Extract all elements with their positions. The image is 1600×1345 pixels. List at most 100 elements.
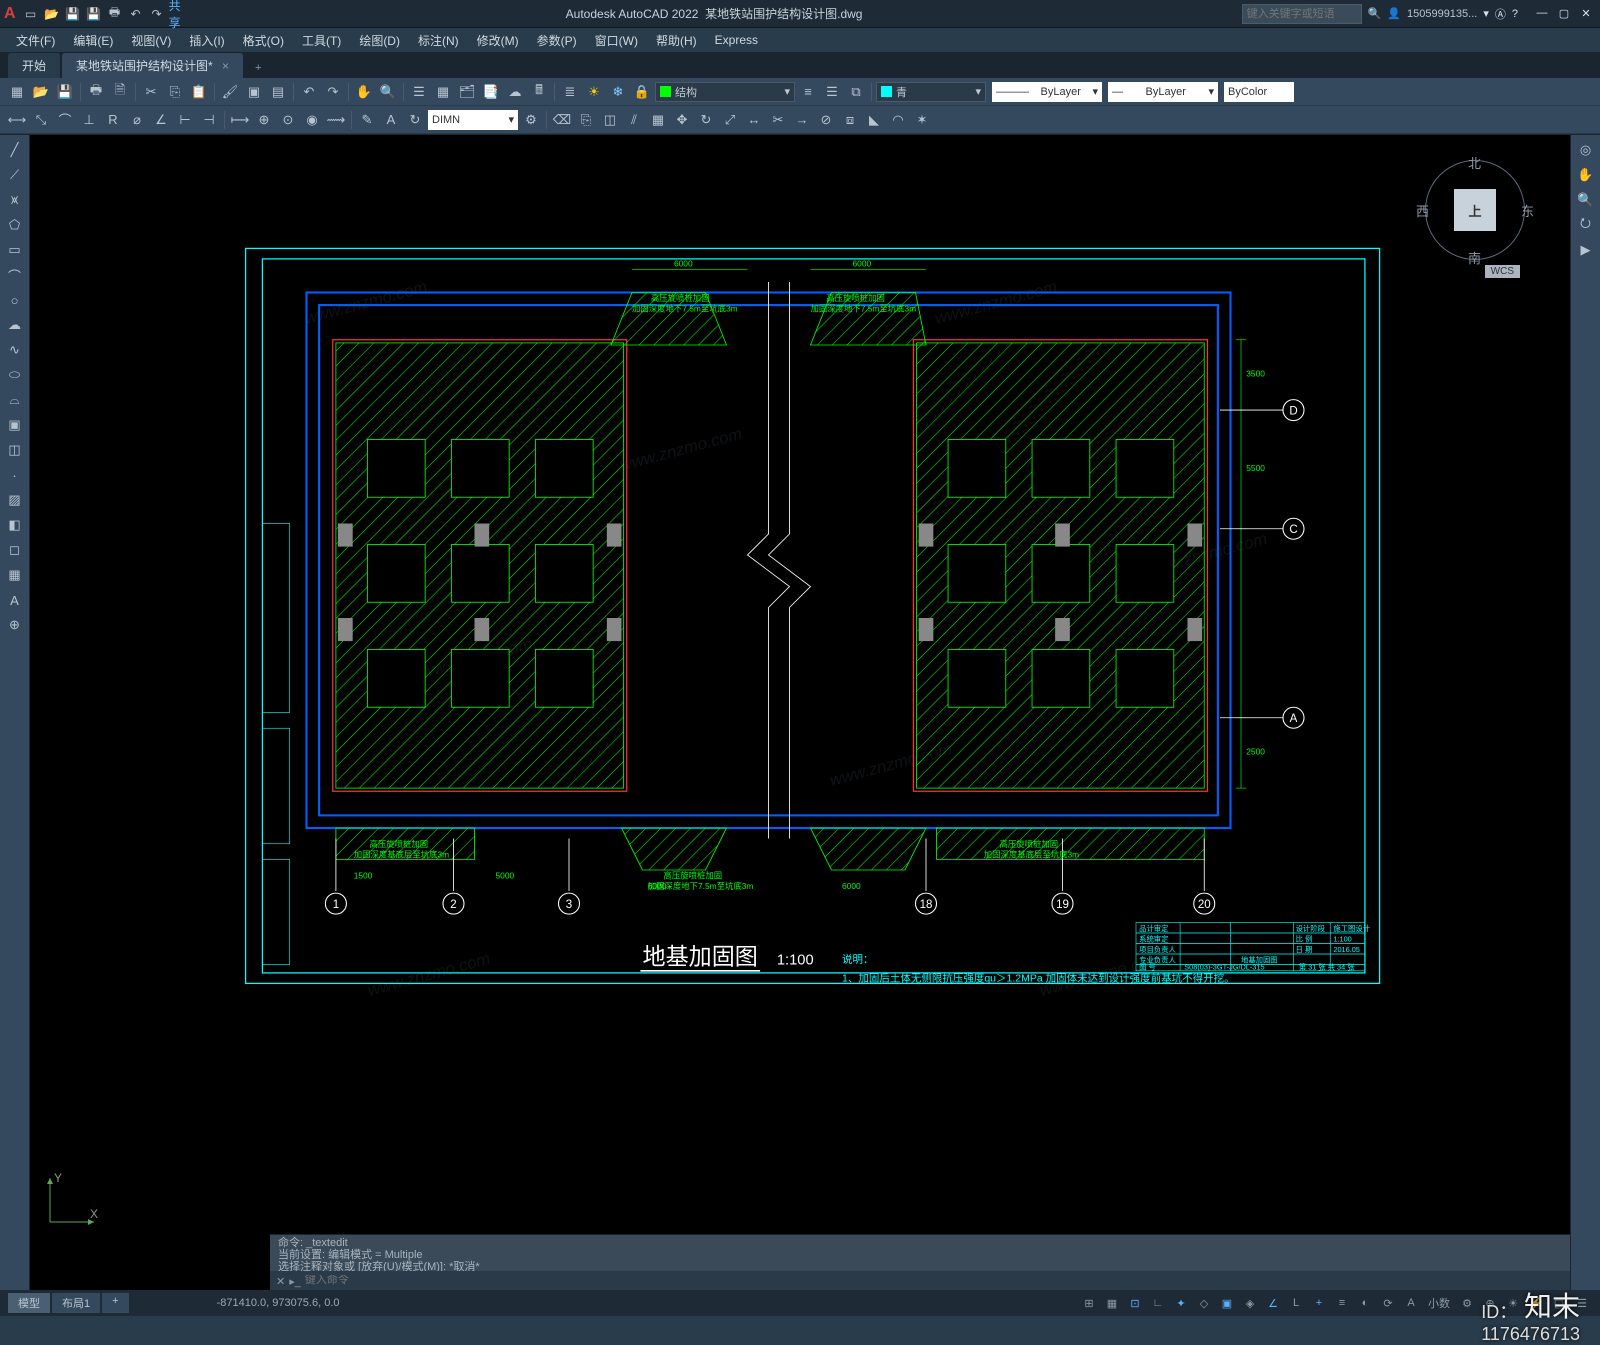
dim-dia-icon[interactable]: ⌀: [126, 109, 148, 131]
mod-trim-icon[interactable]: ✂: [767, 109, 789, 131]
mod-move-icon[interactable]: ✥: [671, 109, 693, 131]
dsgnctr-icon[interactable]: ▦: [432, 81, 454, 103]
freeze-icon[interactable]: ❄: [607, 81, 629, 103]
sb-transparency-icon[interactable]: ◐: [1355, 1293, 1375, 1313]
drawing-canvas[interactable]: 上 北 南 西 东 WCS www.znzmo.com www.znzmo.co…: [30, 135, 1570, 1290]
mod-explode-icon[interactable]: ✶: [911, 109, 933, 131]
paste-icon[interactable]: 📋: [188, 81, 210, 103]
sb-cycle-icon[interactable]: ⟳: [1378, 1293, 1398, 1313]
new-icon[interactable]: ▭: [22, 5, 40, 23]
search-icon[interactable]: 🔍: [1368, 7, 1382, 20]
sb-model-icon[interactable]: ⊞: [1079, 1293, 1099, 1313]
viewcube-face[interactable]: 上: [1454, 189, 1496, 231]
mod-offset-icon[interactable]: ⫽: [623, 109, 645, 131]
mod-chamfer-icon[interactable]: ◣: [863, 109, 885, 131]
dim-ang-icon[interactable]: ∠: [150, 109, 172, 131]
dim-base-icon[interactable]: ⊢: [174, 109, 196, 131]
modelspace-tab[interactable]: 模型: [8, 1293, 50, 1313]
line-icon[interactable]: ╱: [3, 139, 27, 161]
xline-icon[interactable]: ⟋: [3, 164, 27, 186]
navbar-zoom-icon[interactable]: 🔍: [1574, 189, 1598, 211]
undo-icon[interactable]: ↶: [127, 5, 145, 23]
layer-dropdown[interactable]: 结构▾: [655, 82, 795, 102]
sb-iso-icon[interactable]: ◇: [1194, 1293, 1214, 1313]
tool-icon[interactable]: 🗂: [456, 81, 478, 103]
dim-txtedit-icon[interactable]: A: [380, 109, 402, 131]
menu-window[interactable]: 窗口(W): [587, 30, 646, 51]
polygon-icon[interactable]: ⬠: [3, 214, 27, 236]
plotstyle-dropdown[interactable]: ByColor: [1224, 82, 1294, 102]
mod-break-icon[interactable]: ⊘: [815, 109, 837, 131]
dim-tol-icon[interactable]: ⊕: [253, 109, 275, 131]
circle-icon[interactable]: ○: [3, 289, 27, 311]
dim-linear-icon[interactable]: ⟷: [6, 109, 28, 131]
layeriso-icon[interactable]: ☰: [821, 81, 843, 103]
addsel-icon[interactable]: ⊕: [3, 614, 27, 636]
dimstyle-dropdown[interactable]: DIMN▾: [428, 110, 518, 130]
dim-arc-icon[interactable]: ⌒: [54, 109, 76, 131]
table-icon[interactable]: ▦: [3, 564, 27, 586]
navbar-pan-icon[interactable]: ✋: [1574, 164, 1598, 186]
dim-quick-icon[interactable]: ⟼: [229, 109, 251, 131]
menu-view[interactable]: 视图(V): [123, 30, 179, 51]
lock-icon[interactable]: 🔒: [631, 81, 653, 103]
calc-icon[interactable]: 🖩: [528, 81, 550, 103]
layerprev-icon[interactable]: ≡: [797, 81, 819, 103]
layer-icon[interactable]: ≣: [559, 81, 581, 103]
hatch-icon[interactable]: ▨: [3, 489, 27, 511]
menu-help[interactable]: 帮助(H): [648, 30, 705, 51]
menu-tools[interactable]: 工具(T): [294, 30, 349, 51]
share-icon[interactable]: 共享: [169, 5, 187, 23]
sb-lwt-icon[interactable]: ≡: [1332, 1293, 1352, 1313]
ellipse-icon[interactable]: ⬭: [3, 364, 27, 386]
sb-otrack-icon[interactable]: ∠: [1263, 1293, 1283, 1313]
layermatch-icon[interactable]: ⧉: [845, 81, 867, 103]
sun-icon[interactable]: ☀: [583, 81, 605, 103]
block-icon[interactable]: ◫: [3, 439, 27, 461]
mtext-icon[interactable]: A: [3, 589, 27, 611]
dim-inspect-icon[interactable]: ◉: [301, 109, 323, 131]
app-exchange-icon[interactable]: ▾: [1483, 7, 1489, 20]
vc-east[interactable]: 东: [1521, 201, 1534, 220]
region-icon[interactable]: ◻: [3, 539, 27, 561]
mod-scale-icon[interactable]: ⤢: [719, 109, 741, 131]
spline-icon[interactable]: ∿: [3, 339, 27, 361]
navbar-wheel-icon[interactable]: ◎: [1574, 139, 1598, 161]
mod-erase-icon[interactable]: ⌫: [551, 109, 573, 131]
plot-icon[interactable]: 🖶: [106, 5, 124, 23]
dim-cont-icon[interactable]: ⊣: [198, 109, 220, 131]
dim-jog-icon[interactable]: ⟿: [325, 109, 347, 131]
print-icon[interactable]: 🖶: [85, 81, 107, 103]
sb-units-label[interactable]: 小数: [1424, 1293, 1454, 1313]
autodesk-icon[interactable]: Ⓐ: [1495, 6, 1506, 22]
mod-extend-icon[interactable]: →: [791, 109, 813, 131]
navbar-showmotion-icon[interactable]: ▶: [1574, 239, 1598, 261]
help-icon[interactable]: ?: [1512, 8, 1518, 20]
mod-mirror-icon[interactable]: ◫: [599, 109, 621, 131]
vc-south[interactable]: 南: [1468, 248, 1481, 267]
menu-express[interactable]: Express: [707, 31, 766, 49]
sb-snap-icon[interactable]: ⊡: [1125, 1293, 1145, 1313]
tab-drawing[interactable]: 某地铁站围护结构设计图* ×: [62, 53, 243, 78]
mod-copy-icon[interactable]: ⎘: [575, 109, 597, 131]
sb-dyn-icon[interactable]: +: [1309, 1293, 1329, 1313]
sheet-icon[interactable]: 📑: [480, 81, 502, 103]
user-name[interactable]: 1505999135...: [1407, 8, 1477, 20]
open-icon[interactable]: 📂: [43, 5, 61, 23]
block2-icon[interactable]: ▤: [267, 81, 289, 103]
viewcube[interactable]: 上 北 南 西 东: [1420, 155, 1530, 265]
preview-icon[interactable]: 🗎: [109, 81, 131, 103]
tab-close-icon[interactable]: ×: [222, 59, 229, 73]
redo2-icon[interactable]: ↷: [322, 81, 344, 103]
dim-edit-icon[interactable]: ✎: [356, 109, 378, 131]
sb-grid-icon[interactable]: ▦: [1102, 1293, 1122, 1313]
pan-icon[interactable]: ✋: [353, 81, 375, 103]
sb-ortho-icon[interactable]: ∟: [1148, 1293, 1168, 1313]
props-icon[interactable]: ☰: [408, 81, 430, 103]
layout1-tab[interactable]: 布局1: [52, 1293, 100, 1313]
redo-icon[interactable]: ↷: [148, 5, 166, 23]
tab-add-button[interactable]: +: [245, 58, 271, 78]
command-input[interactable]: [305, 1275, 1564, 1287]
mark-icon[interactable]: ☁: [504, 81, 526, 103]
sb-3dosnap-icon[interactable]: ◈: [1240, 1293, 1260, 1313]
